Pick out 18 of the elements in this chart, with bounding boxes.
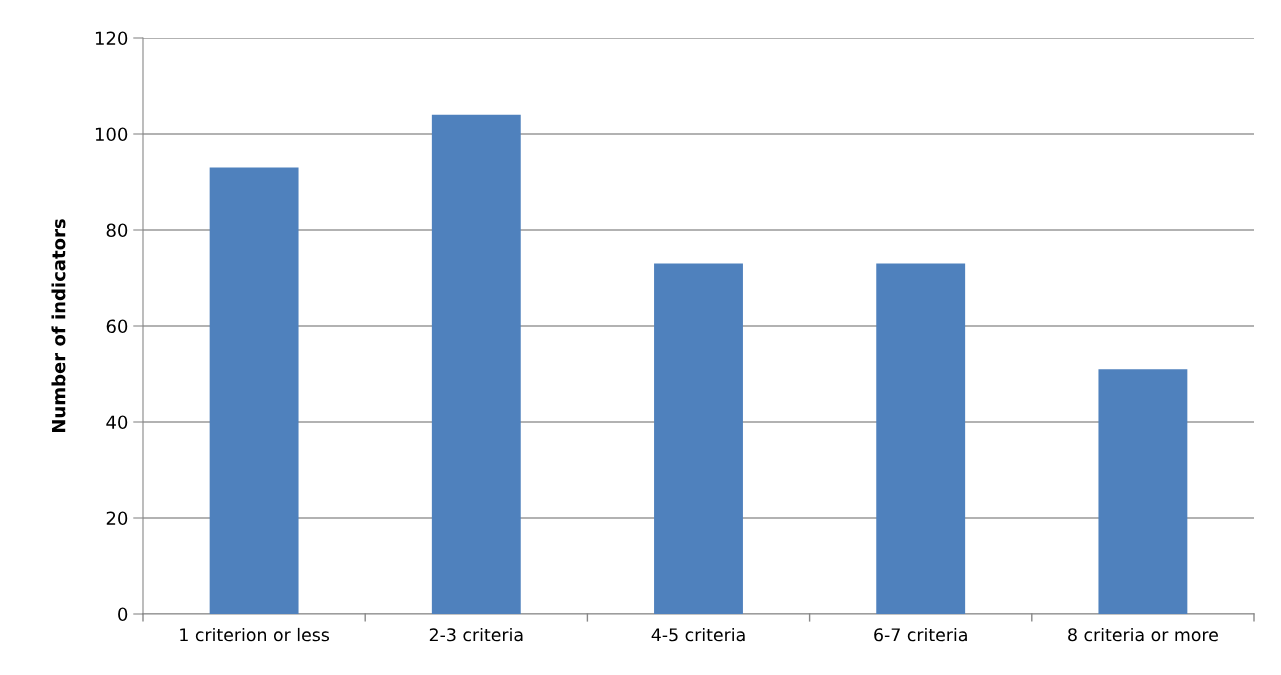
- x-tick-label: 4-5 criteria: [651, 627, 745, 642]
- bar: [654, 263, 743, 614]
- y-axis-title: Number of indicators: [51, 219, 66, 433]
- y-tick-label: 80: [106, 223, 128, 238]
- x-tick-label: 1 criterion or less: [180, 627, 330, 642]
- y-tick-label: 120: [95, 31, 128, 46]
- y-tick-label: 60: [106, 319, 128, 334]
- x-tick-label: 6-7 criteria: [874, 627, 967, 642]
- y-tick-label: 0: [118, 607, 128, 622]
- y-tick-label: 20: [106, 511, 128, 526]
- y-tick-label: 100: [95, 127, 128, 142]
- bar: [431, 114, 521, 614]
- bar: [1098, 369, 1188, 614]
- bar: [876, 263, 966, 614]
- y-tick-label: 40: [106, 415, 128, 430]
- bar: [209, 167, 299, 614]
- x-tick-label: 8 criteria or more: [1068, 627, 1218, 642]
- x-tick-label: 2-3 criteria: [429, 627, 523, 642]
